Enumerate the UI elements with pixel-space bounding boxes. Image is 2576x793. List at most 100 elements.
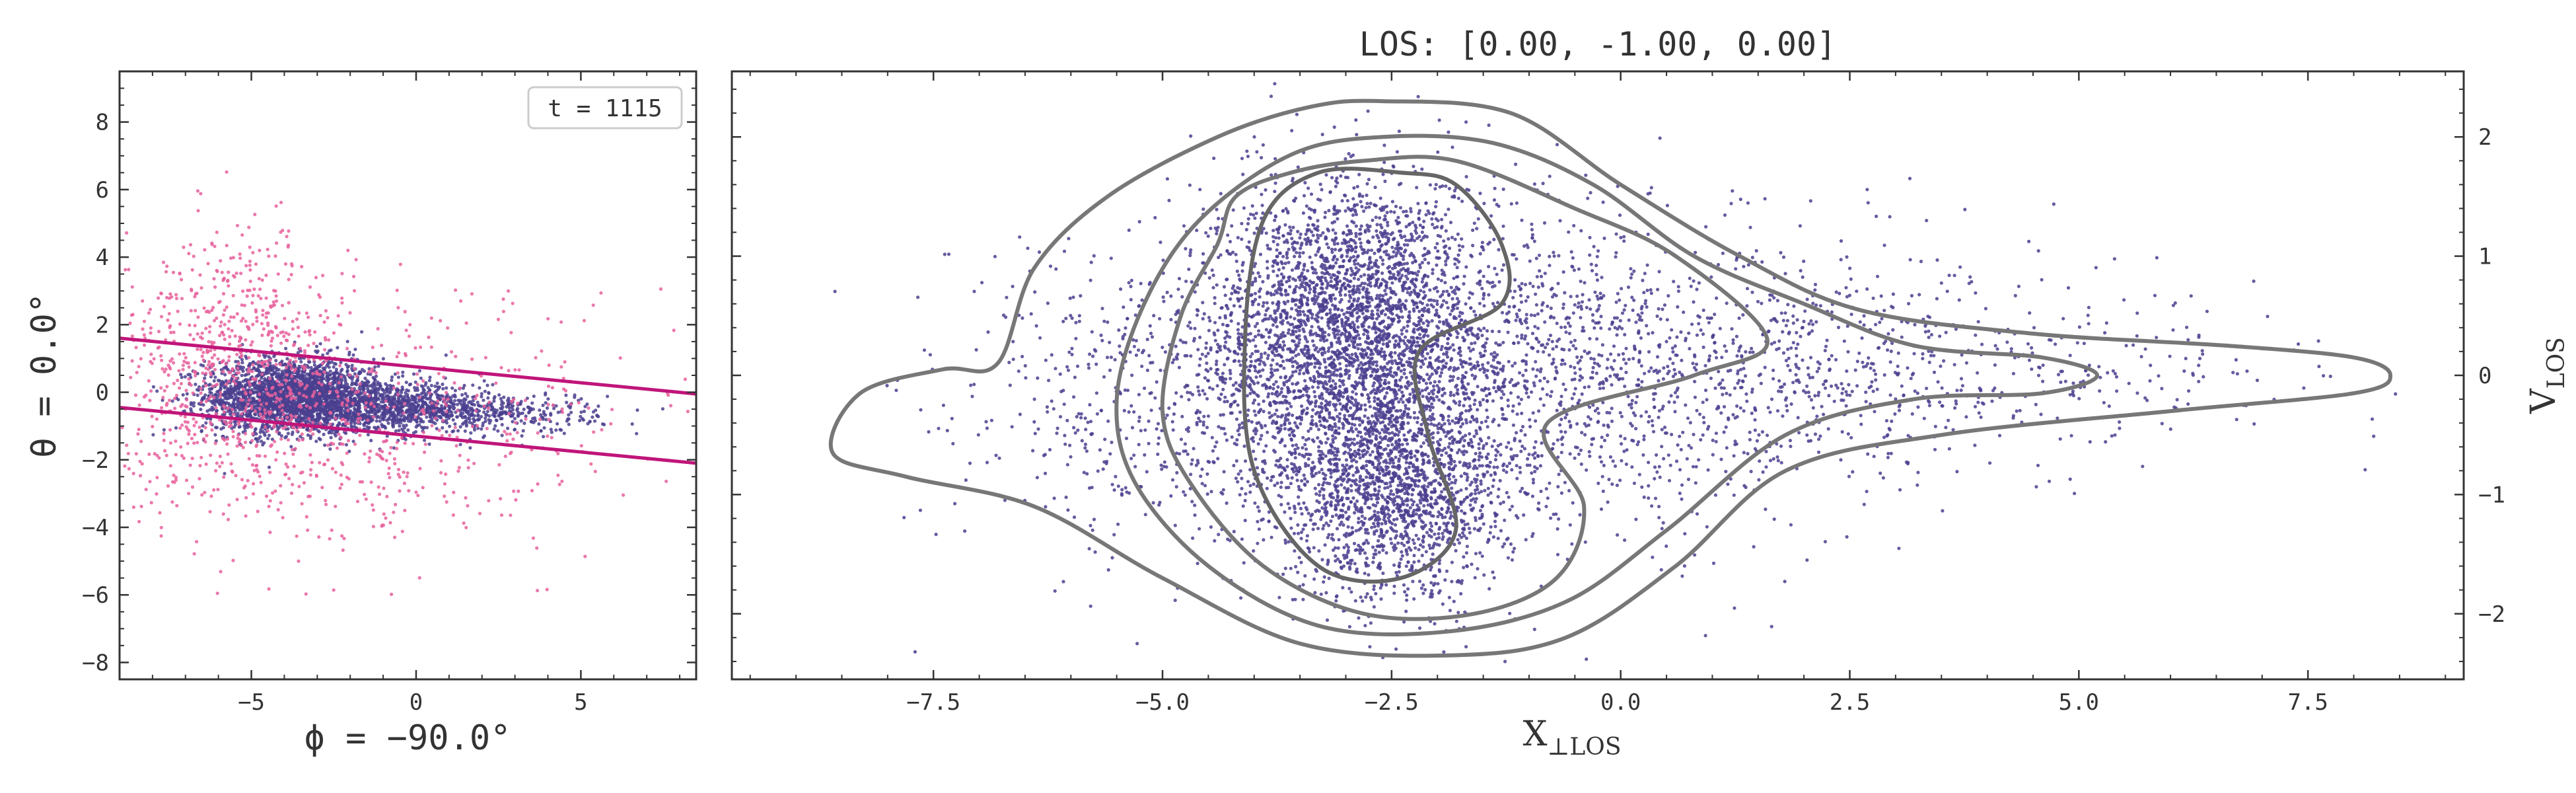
data-point (397, 407, 401, 411)
data-point (382, 412, 386, 416)
data-point (284, 331, 288, 335)
data-point (334, 504, 338, 508)
data-point (247, 225, 251, 229)
data-point (492, 399, 496, 403)
data-point (165, 385, 169, 389)
data-point (346, 408, 350, 412)
data-point (336, 314, 340, 318)
data-point (244, 354, 248, 358)
data-point (201, 358, 205, 362)
data-point (314, 418, 318, 422)
data-point (349, 383, 354, 387)
data-point (381, 457, 385, 461)
data-point (337, 386, 341, 390)
data-point (273, 489, 277, 493)
data-point (195, 540, 199, 544)
data-point (480, 427, 483, 431)
data-point (219, 385, 223, 389)
data-point (413, 415, 417, 419)
data-point (434, 403, 439, 407)
data-point (243, 421, 247, 425)
data-point (470, 413, 474, 417)
data-point (606, 395, 610, 398)
data-point (216, 357, 220, 361)
data-point (213, 375, 217, 379)
data-point (244, 406, 248, 410)
data-point (392, 446, 396, 450)
data-point (262, 387, 266, 391)
data-point (372, 415, 376, 419)
data-point (292, 406, 296, 410)
data-point (540, 349, 544, 353)
data-point (476, 400, 480, 404)
data-point (350, 366, 354, 371)
data-point (403, 352, 408, 356)
data-point (386, 406, 390, 410)
data-point (337, 405, 341, 409)
data-point (218, 455, 222, 459)
data-point (236, 361, 241, 365)
data-point (289, 272, 293, 277)
data-point (406, 471, 410, 475)
data-point (174, 439, 178, 443)
data-point (296, 385, 300, 389)
data-point (661, 407, 665, 411)
data-point (213, 285, 217, 289)
data-point (178, 386, 182, 390)
data-point (470, 402, 474, 406)
data-point (157, 330, 161, 334)
data-point (348, 311, 352, 315)
data-point (482, 435, 485, 439)
data-point (283, 376, 288, 380)
data-point (258, 248, 262, 252)
data-point (235, 405, 240, 409)
data-point (425, 410, 430, 414)
data-point (395, 288, 399, 292)
data-point (353, 406, 357, 410)
data-point (209, 363, 214, 367)
data-point (392, 457, 397, 461)
data-point (274, 400, 278, 404)
data-point (353, 442, 357, 446)
data-point (285, 357, 289, 361)
data-point (295, 419, 299, 423)
data-point (386, 472, 390, 476)
data-point (664, 479, 668, 483)
data-point (415, 405, 419, 409)
data-point (376, 410, 380, 414)
data-point (291, 384, 295, 388)
data-point (419, 425, 424, 430)
data-point (530, 401, 534, 405)
data-point (314, 402, 318, 406)
data-point (404, 381, 408, 385)
data-point (367, 460, 371, 464)
data-point (322, 320, 326, 324)
data-point (415, 388, 419, 393)
data-point (326, 352, 330, 356)
data-point (76, 432, 79, 435)
data-point (444, 391, 448, 395)
data-point (445, 410, 448, 414)
data-point (370, 406, 374, 410)
data-point (417, 423, 421, 427)
data-point (272, 414, 276, 418)
data-point (168, 441, 172, 445)
data-point (287, 229, 291, 233)
data-point (196, 315, 200, 319)
data-point (352, 420, 356, 424)
data-point (470, 422, 474, 426)
data-point (400, 436, 404, 440)
data-point (500, 434, 504, 437)
data-point (522, 407, 526, 412)
data-point (184, 356, 188, 359)
data-point (141, 299, 145, 303)
data-point (201, 403, 205, 407)
data-point (200, 336, 204, 340)
data-point (395, 440, 399, 444)
data-point (180, 278, 184, 282)
data-point (375, 404, 379, 408)
data-point (159, 354, 163, 358)
data-point (441, 410, 445, 414)
